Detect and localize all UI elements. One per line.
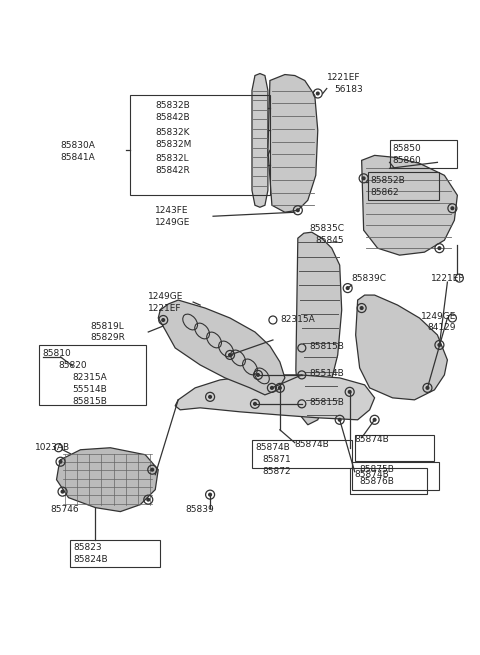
Circle shape [209,493,211,496]
Text: 1249GE: 1249GE [420,312,456,320]
Circle shape [338,419,341,421]
Circle shape [61,491,64,493]
Bar [71,540,160,567]
Polygon shape [268,75,318,212]
Text: 1221EF: 1221EF [432,274,465,282]
Text: 85872: 85872 [262,467,290,476]
Circle shape [438,344,441,346]
Text: 85874B: 85874B [295,440,330,449]
Text: 56183: 56183 [335,85,363,94]
Text: 84129: 84129 [428,324,456,333]
Bar [350,468,428,494]
Bar [390,140,457,168]
Text: 85514B: 85514B [310,369,345,379]
Text: 1221EF: 1221EF [148,303,182,312]
Text: 82315A: 82315A [280,314,314,324]
Text: 85875B: 85875B [360,465,395,474]
Text: 1243FE: 1243FE [155,206,189,215]
Text: 1249GE: 1249GE [155,217,191,227]
Text: 85842B: 85842B [155,113,190,122]
Text: 85860: 85860 [393,156,421,165]
Text: 85876B: 85876B [360,477,395,486]
Text: 1023AB: 1023AB [35,443,70,452]
Text: 85832M: 85832M [155,140,192,149]
Bar [38,345,146,405]
Circle shape [228,354,231,356]
Text: 85830A: 85830A [60,141,96,150]
Text: 85850: 85850 [393,144,421,153]
Circle shape [347,287,349,290]
Text: 85823: 85823 [73,543,102,552]
Bar [355,435,434,460]
Text: 85835C: 85835C [310,224,345,233]
Text: 85852B: 85852B [371,176,406,185]
Circle shape [297,209,299,212]
Circle shape [257,373,259,376]
Text: 85832L: 85832L [155,154,189,163]
Text: 85832K: 85832K [155,128,190,137]
Text: 85815B: 85815B [72,398,108,406]
Text: 82315A: 82315A [72,373,107,383]
Text: 85874B: 85874B [255,443,290,452]
Circle shape [438,247,441,250]
Circle shape [451,207,454,210]
Text: 85832B: 85832B [155,101,190,110]
Text: 85810: 85810 [43,350,72,358]
Circle shape [373,419,376,421]
Polygon shape [252,73,268,207]
Circle shape [253,402,256,405]
Polygon shape [356,295,447,400]
Text: 85839C: 85839C [352,274,387,282]
Text: 85815B: 85815B [310,398,345,407]
Text: 1221EF: 1221EF [327,73,360,82]
Text: 85874B: 85874B [355,436,389,444]
Text: 85824B: 85824B [73,555,108,564]
Circle shape [162,319,165,322]
Text: 85845: 85845 [316,236,345,245]
Circle shape [151,468,154,471]
Bar [368,172,439,200]
Polygon shape [57,448,158,512]
Circle shape [426,386,429,389]
Polygon shape [175,375,374,420]
Polygon shape [296,233,342,425]
Text: 85815B: 85815B [310,343,345,352]
Text: 85874B: 85874B [355,470,389,479]
Text: 55514B: 55514B [72,385,107,394]
Circle shape [316,92,319,95]
Circle shape [209,396,211,398]
Text: 85862: 85862 [371,188,399,196]
Bar [252,440,352,468]
Circle shape [362,177,365,179]
Text: 85819L: 85819L [90,322,124,331]
Text: 85839: 85839 [185,505,214,514]
Circle shape [360,307,363,309]
Polygon shape [361,155,457,255]
Circle shape [278,386,281,389]
Text: 85746: 85746 [50,505,79,514]
Text: 85820: 85820 [59,362,87,371]
Text: 1249GE: 1249GE [148,291,184,301]
Text: 85841A: 85841A [60,153,95,162]
Circle shape [348,390,351,393]
Text: 85829R: 85829R [90,333,125,343]
Circle shape [271,386,273,389]
Bar [130,96,270,195]
Text: 85842R: 85842R [155,166,190,175]
Circle shape [147,498,150,501]
Polygon shape [158,300,285,395]
Circle shape [59,460,62,463]
Bar [352,462,439,490]
Text: 85871: 85871 [262,455,291,464]
